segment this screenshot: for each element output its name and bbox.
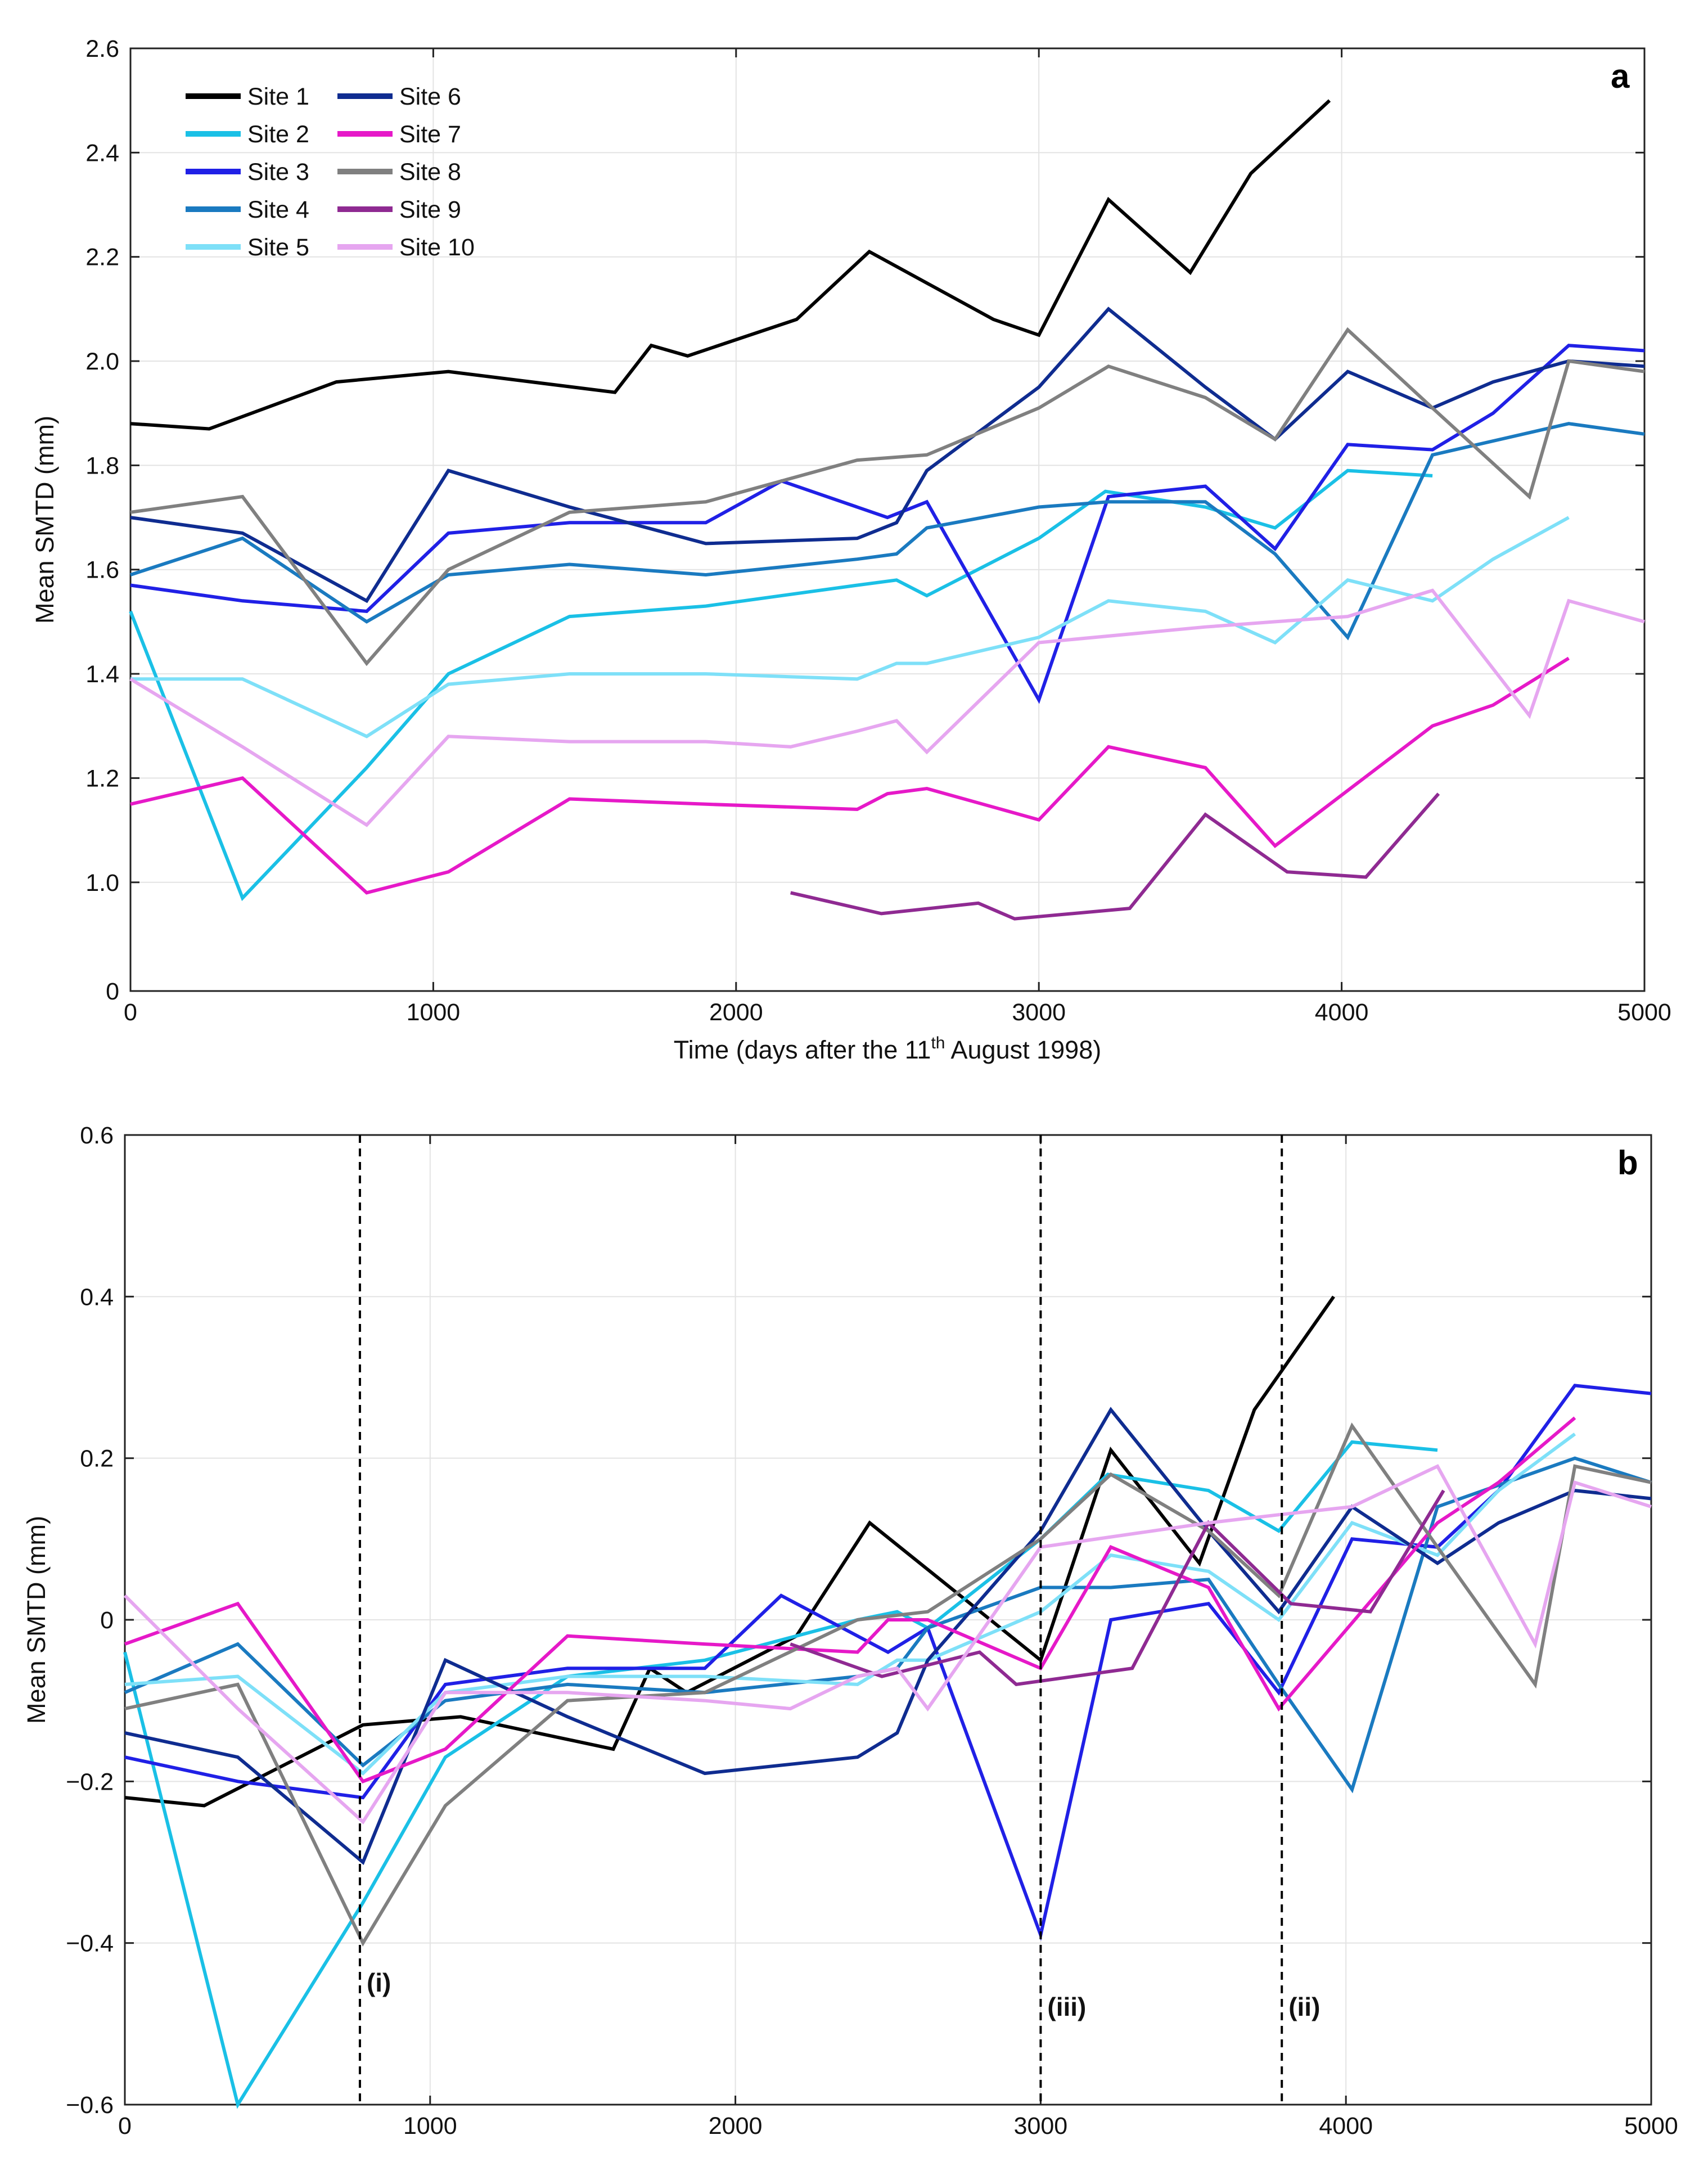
a-series-line-site-7: [130, 656, 1570, 895]
legend-label-site-5: Site 5: [247, 234, 309, 261]
a-y-tick-label: 2.4: [85, 139, 119, 166]
legend-label-site-10: Site 10: [399, 234, 475, 261]
panel-a-label: a: [1611, 57, 1630, 95]
b-event-label: (ii): [1288, 1992, 1320, 2021]
b-x-tick-label: 5000: [1624, 2113, 1678, 2140]
panel-b-y-axis-label: Mean SMTD (mm): [22, 1516, 51, 1724]
a-series-line-site-10: [129, 588, 1645, 827]
a-series-line-site-9: [790, 792, 1440, 921]
legend-label-site-4: Site 4: [247, 196, 309, 223]
b-x-tick-label: 4000: [1319, 2113, 1373, 2140]
x-axis-label-tail: August 1998): [945, 1035, 1102, 1064]
b-y-tick-label: 0.6: [80, 1122, 114, 1149]
a-series-line-site-6: [130, 307, 1645, 603]
b-series-line-site-2: [123, 1440, 1438, 2109]
b-series-line-site-1: [124, 1295, 1335, 1808]
x-axis-label-superscript: th: [931, 1034, 945, 1052]
a-series-line-site-5: [130, 516, 1570, 738]
panel-a-series: [129, 99, 1645, 921]
b-y-tick-label: −0.2: [66, 1768, 114, 1795]
a-y-tick-label: 1.0: [85, 870, 119, 897]
b-series-line-site-9: [790, 1489, 1445, 1687]
panel-b-event-lines: (i) (iii) (ii): [358, 1135, 1320, 2105]
b-series-line-site-4: [124, 1456, 1652, 1794]
b-series-line-site-7: [124, 1416, 1576, 1783]
panel-b-series: [123, 1295, 1652, 2109]
b-series-line-site-8: [124, 1422, 1652, 1947]
legend-label-site-8: Site 8: [399, 159, 461, 186]
panel-a-plot-frame: [129, 47, 1646, 992]
a-series-line-site-8: [130, 327, 1645, 666]
a-series-line-site-2: [129, 469, 1433, 902]
legend-label-site-6: Site 6: [399, 83, 461, 110]
a-y-tick-label: 1.4: [85, 661, 119, 688]
panel-b-ticks: 0 1000 2000 3000 4000 5000 −0.6 −0.4 −0.2 0 0.2 0.4…: [66, 1122, 1678, 2140]
b-series-line-site-10: [123, 1464, 1652, 1825]
panel-a-legend: Site 1 Site 2 Site 3 Site 4 Site 5 Site 6 Site…: [186, 83, 475, 261]
panel-a-y-axis-label: Mean SMTD (mm): [30, 416, 59, 624]
b-series-line-site-3: [124, 1384, 1652, 1941]
b-series-line-site-6: [124, 1407, 1652, 1865]
a-x-tick-label: 1000: [407, 999, 461, 1026]
legend-label-site-7: Site 7: [399, 121, 461, 148]
legend-label-site-3: Site 3: [247, 159, 309, 186]
b-x-tick-label: 2000: [709, 2113, 763, 2140]
a-y-tick-label: 1.6: [85, 557, 119, 584]
a-x-tick-label: 5000: [1617, 999, 1671, 1026]
a-y-tick-label: 2.2: [85, 244, 119, 271]
panel-b-chart: 0 1000 2000 3000 4000 5000 −0.6 −0.4 −0.2 0 0.2 0.4…: [22, 1122, 1678, 2140]
b-y-tick-label: −0.6: [66, 2092, 114, 2119]
a-x-tick-label: 4000: [1315, 999, 1369, 1026]
panel-a-grid: [130, 48, 1644, 991]
b-event-label: (iii): [1047, 1992, 1086, 2021]
a-x-tick-label: 2000: [709, 999, 763, 1026]
b-y-tick-label: 0.2: [80, 1445, 114, 1472]
b-x-tick-label: 3000: [1014, 2113, 1068, 2140]
b-y-tick-label: −0.4: [66, 1930, 114, 1957]
panel-a-x-axis-label: Time (days after the 11th August 1998): [674, 1034, 1101, 1064]
b-series-line-site-5: [124, 1433, 1576, 1776]
a-y-tick-label: 2.6: [85, 35, 119, 62]
panel-b-label: b: [1617, 1144, 1638, 1182]
a-x-tick-label: 3000: [1012, 999, 1066, 1026]
panel-b-grid: [125, 1135, 1651, 2105]
b-y-tick-label: 0.4: [80, 1283, 114, 1310]
b-x-tick-label: 0: [118, 2113, 132, 2140]
a-y-tick-label: 2.0: [85, 348, 119, 375]
a-series-line-site-1: [130, 99, 1331, 431]
b-y-tick-label: 0: [100, 1607, 114, 1634]
a-y-tick-label: 0: [106, 978, 119, 1005]
a-x-tick-label: 0: [124, 999, 137, 1026]
a-series-line-site-3: [130, 344, 1645, 704]
legend-label-site-9: Site 9: [399, 196, 461, 223]
b-x-tick-label: 1000: [403, 2113, 457, 2140]
panel-a-ticks: 0 1000 2000 3000 4000 5000 0 1.0 1.2 1.4 1.6 1.8 2.0…: [85, 35, 1671, 1026]
a-y-tick-label: 1.8: [85, 452, 119, 479]
legend-label-site-2: Site 2: [247, 121, 309, 148]
panel-a-chart: 0 1000 2000 3000 4000 5000 0 1.0 1.2 1.4 1.6 1.8 2.0…: [30, 35, 1671, 1064]
legend-label-site-1: Site 1: [247, 83, 309, 110]
b-event-label: (i): [367, 1968, 391, 1997]
a-y-tick-label: 1.2: [85, 765, 119, 792]
a-series-line-site-4: [130, 422, 1645, 641]
x-axis-label-main: Time (days after the 11: [674, 1035, 931, 1064]
